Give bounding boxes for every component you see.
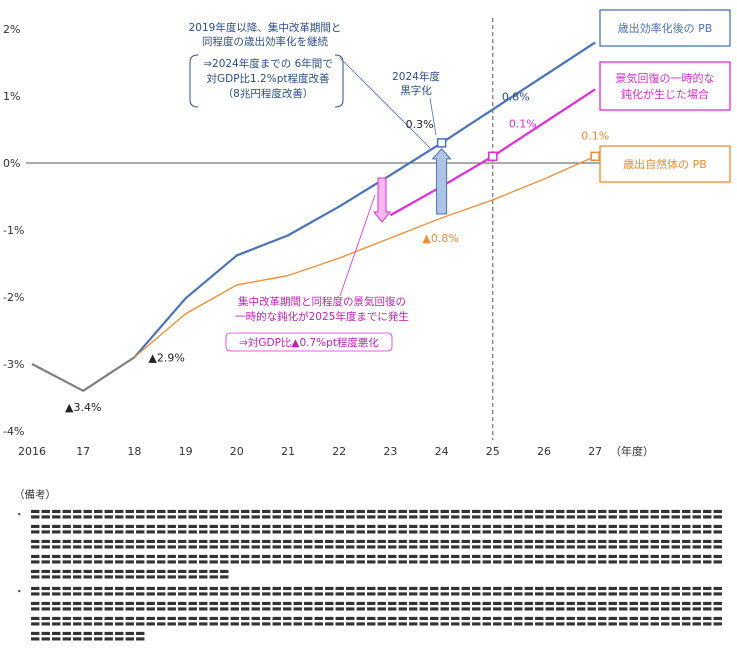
series-line-history <box>31 356 136 392</box>
point-label: ▲0.8% <box>422 232 458 245</box>
point-label: ▲2.9% <box>148 351 184 364</box>
legend-label-natural: 歳出自然体の PB <box>623 157 707 171</box>
legend-label-pb_after: 歳出効率化後の PB <box>618 21 713 35</box>
point-label: 0.1% <box>509 117 537 130</box>
y-tick-label: 1% <box>3 90 20 103</box>
legend-label-temp: 鈍化が生じた場合 <box>621 87 709 101</box>
note-text-1: 〓〓〓〓〓〓〓〓〓〓〓〓〓〓〓〓〓〓〓〓〓〓〓〓〓〓〓〓〓〓〓〓〓〓〓〓〓〓〓〓… <box>30 509 723 581</box>
breakeven-leader <box>429 97 437 136</box>
x-tick-label: 22 <box>332 445 346 458</box>
x-tick-label: 20 <box>230 445 244 458</box>
y-tick-label: -3% <box>3 358 24 371</box>
marker-natural-2027 <box>590 151 600 162</box>
annotation-top-leader <box>339 57 431 149</box>
point-label: 0.8% <box>502 90 530 103</box>
pb-chart: 2% 1% 0% -1% -2% -3% -4% 2016 17 18 19 20 21 22 23 24 25… <box>3 9 731 458</box>
series-line-pb_after <box>133 41 596 359</box>
annotation-top-line-2: 同程度の歳出効率化を継続 <box>202 35 328 48</box>
series-lines <box>31 41 600 392</box>
y-tick-label: 0% <box>3 157 20 170</box>
bracket-right <box>334 54 344 108</box>
annotation-top-bracket-line: （8兆円程度改善） <box>223 87 314 100</box>
marker-temp-2025 <box>488 151 498 162</box>
y-tick-label: -1% <box>3 224 24 237</box>
y-tick-label: -2% <box>3 291 24 304</box>
x-tick-label: 21 <box>281 445 295 458</box>
annotation-top-bracket-line: 対GDP比1.2%pt程度改善 <box>206 72 329 85</box>
x-tick-label: 27 <box>588 445 602 458</box>
annotation-top-line-1: 2019年度以降、集中改革期間と <box>189 21 342 34</box>
note-bullet-2: ・ 〓〓〓〓〓〓〓〓〓〓〓〓〓〓〓〓〓〓〓〓〓〓〓〓〓〓〓〓〓〓〓〓〓〓〓〓〓〓… <box>14 585 728 645</box>
annotation-slow-bracket-box <box>225 332 393 352</box>
point-labels: ▲3.4% ▲2.9% ▲0.8% 0.3% 0.8% 0.1% 0.1% <box>65 90 609 413</box>
point-label: 0.1% <box>581 129 609 142</box>
annotation-top-bracket-line: ⇒2024年度までの 6年間で <box>203 57 333 70</box>
x-tick-label: 26 <box>537 445 551 458</box>
annotation-slow-leader <box>339 194 376 297</box>
series-line-natural <box>133 155 596 358</box>
x-tick-label: 23 <box>383 445 397 458</box>
note-bullet-1: ・ 〓〓〓〓〓〓〓〓〓〓〓〓〓〓〓〓〓〓〓〓〓〓〓〓〓〓〓〓〓〓〓〓〓〓〓〓〓〓… <box>14 508 728 583</box>
deterioration-arrow <box>372 177 392 223</box>
improvement-arrow <box>431 148 452 215</box>
y-tick-label: 2% <box>3 23 20 36</box>
notes-heading: （備考） <box>14 489 56 501</box>
x-tick-label: 17 <box>76 445 90 458</box>
x-tick-label: 2016 <box>18 445 46 458</box>
breakeven-label-line-2: 黒字化 <box>400 84 432 97</box>
annotation-slow-bracket: ⇒対GDP比▲0.7%pt程度悪化 <box>239 336 379 349</box>
x-tick-label: 19 <box>179 445 193 458</box>
x-tick-label: 18 <box>127 445 141 458</box>
point-label: 0.3% <box>406 118 434 131</box>
legend-box-natural <box>599 145 731 183</box>
bracket-left <box>189 54 199 108</box>
breakeven-label-line-1: 2024年度 <box>392 70 440 83</box>
annotation-slow-line-2: 一時的な鈍化が2025年度までに発生 <box>235 310 409 323</box>
note-text-2: 〓〓〓〓〓〓〓〓〓〓〓〓〓〓〓〓〓〓〓〓〓〓〓〓〓〓〓〓〓〓〓〓〓〓〓〓〓〓〓〓… <box>30 586 723 643</box>
x-tick-label: 25 <box>486 445 500 458</box>
bullet-mark: ・ <box>14 586 25 598</box>
annotation-slow-line-1: 集中改革期間と同程度の景気回復の <box>238 295 406 308</box>
x-unit-label: （年度） <box>610 444 654 458</box>
legend-label-temp: 景気回復の一時的な <box>616 71 715 85</box>
x-tick-label: 24 <box>435 445 449 458</box>
axes: 2% 1% 0% -1% -2% -3% -4% 2016 17 18 19 20 21 22 23 24 25… <box>3 18 654 458</box>
marker-pb-2024 <box>436 138 447 148</box>
bullet-mark: ・ <box>14 509 25 521</box>
y-tick-label: -4% <box>3 425 24 438</box>
legend-box-pb_after <box>599 9 731 47</box>
point-label: ▲3.4% <box>65 401 101 414</box>
legend-box-temp <box>599 61 731 111</box>
